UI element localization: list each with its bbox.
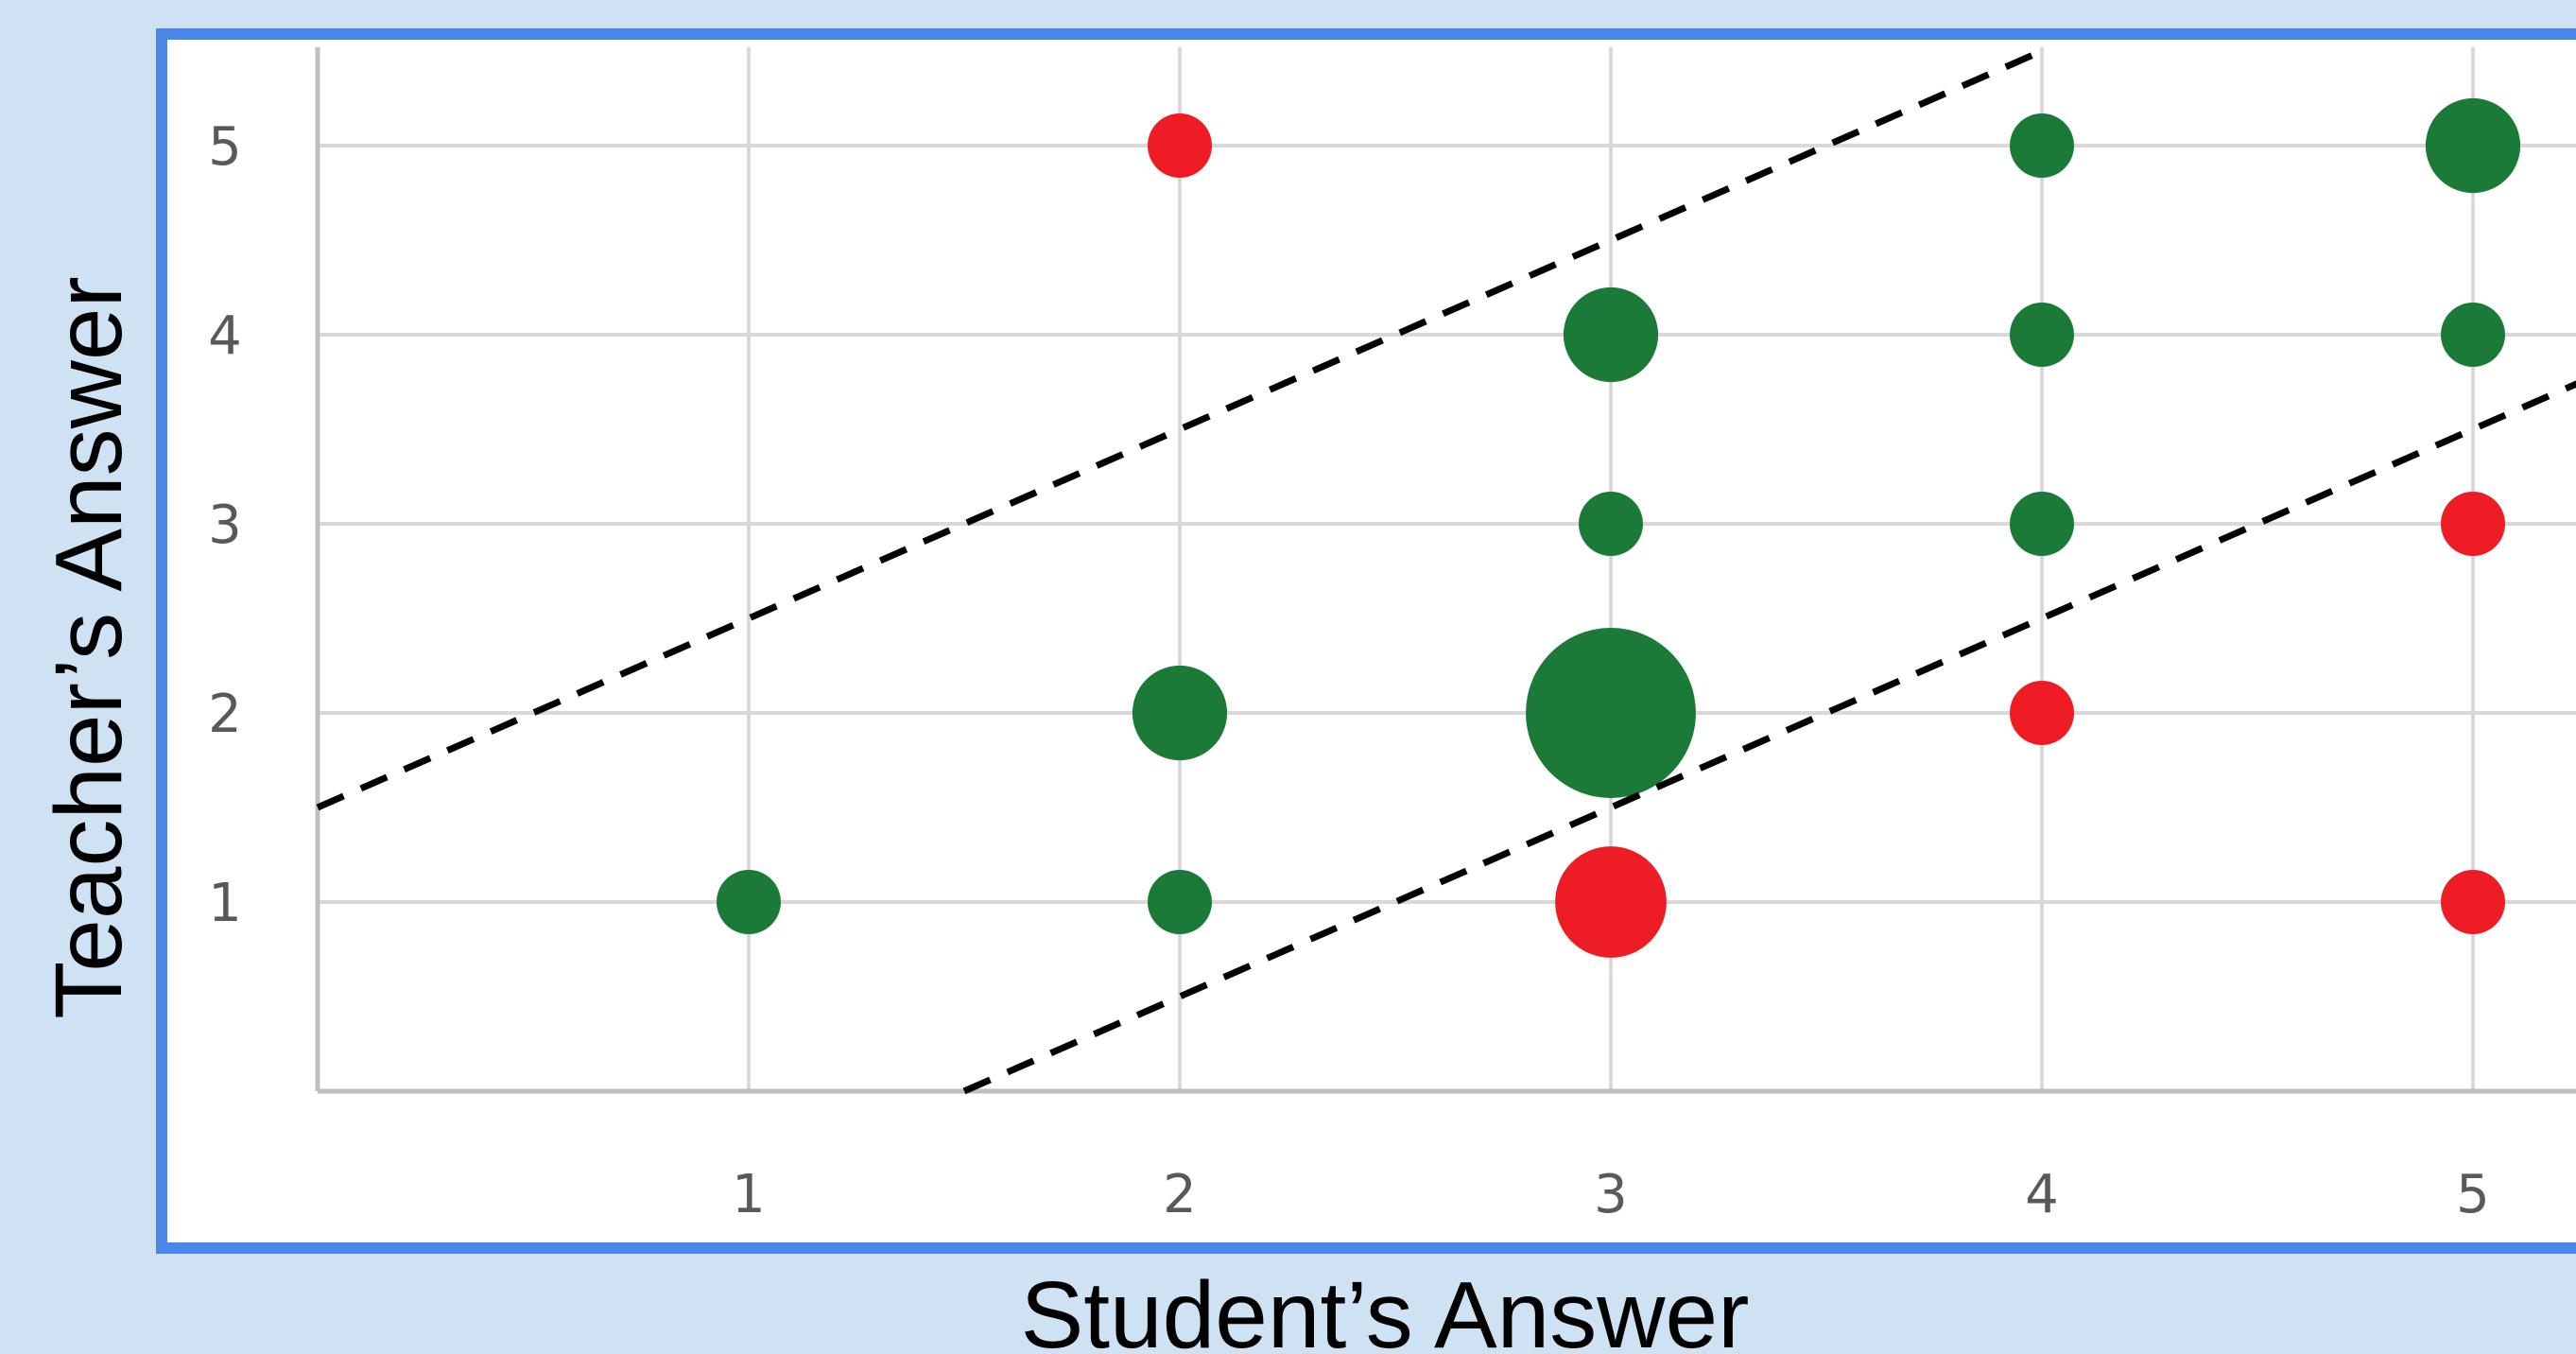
x-tick-label-2: 2 <box>1163 1164 1197 1225</box>
bubble-point <box>2425 97 2521 194</box>
bubble-point <box>2441 303 2505 367</box>
bubble-point <box>1132 665 1228 761</box>
bubble-point <box>2441 870 2505 934</box>
x-tick-label-4: 4 <box>2025 1164 2059 1225</box>
x-tick-label-3: 3 <box>1594 1164 1628 1225</box>
y-tick-label-3: 3 <box>208 495 242 556</box>
bubble-point <box>2441 492 2505 556</box>
bubble-point <box>717 870 781 934</box>
y-tick-label-1: 1 <box>208 873 242 934</box>
bubble-point <box>1526 628 1696 798</box>
y-tick-label-5: 5 <box>208 116 242 178</box>
bubble-point <box>1563 286 1659 383</box>
tick-labels: 1 2 3 4 5 1 2 3 4 5 <box>208 116 2490 1225</box>
dashed-reference-line-1 <box>316 47 2044 811</box>
bubble-point <box>1148 870 1212 934</box>
bubble-point <box>1148 113 1212 178</box>
dashed-reference-line-2 <box>962 380 2576 1095</box>
grid <box>318 47 2576 1091</box>
y-tick-label-2: 2 <box>208 684 242 745</box>
reference-lines <box>316 47 2576 1095</box>
bubble-point <box>2010 303 2074 367</box>
bubble-point <box>1579 492 1643 556</box>
x-tick-label-1: 1 <box>732 1164 766 1225</box>
data-points <box>717 97 2521 958</box>
plot-frame <box>156 28 2576 1254</box>
axes <box>315 47 2576 1094</box>
y-tick-label-4: 4 <box>208 305 242 367</box>
x-tick-label-5: 5 <box>2456 1164 2490 1225</box>
y-axis-title: Teacher’s Answer <box>36 276 142 1019</box>
bubble-point <box>2010 113 2074 178</box>
bubble-point <box>1555 846 1667 958</box>
bubble-point <box>2010 492 2074 556</box>
bubble-point <box>2010 681 2074 745</box>
x-axis-title: Student’s Answer <box>1021 1262 1750 1354</box>
